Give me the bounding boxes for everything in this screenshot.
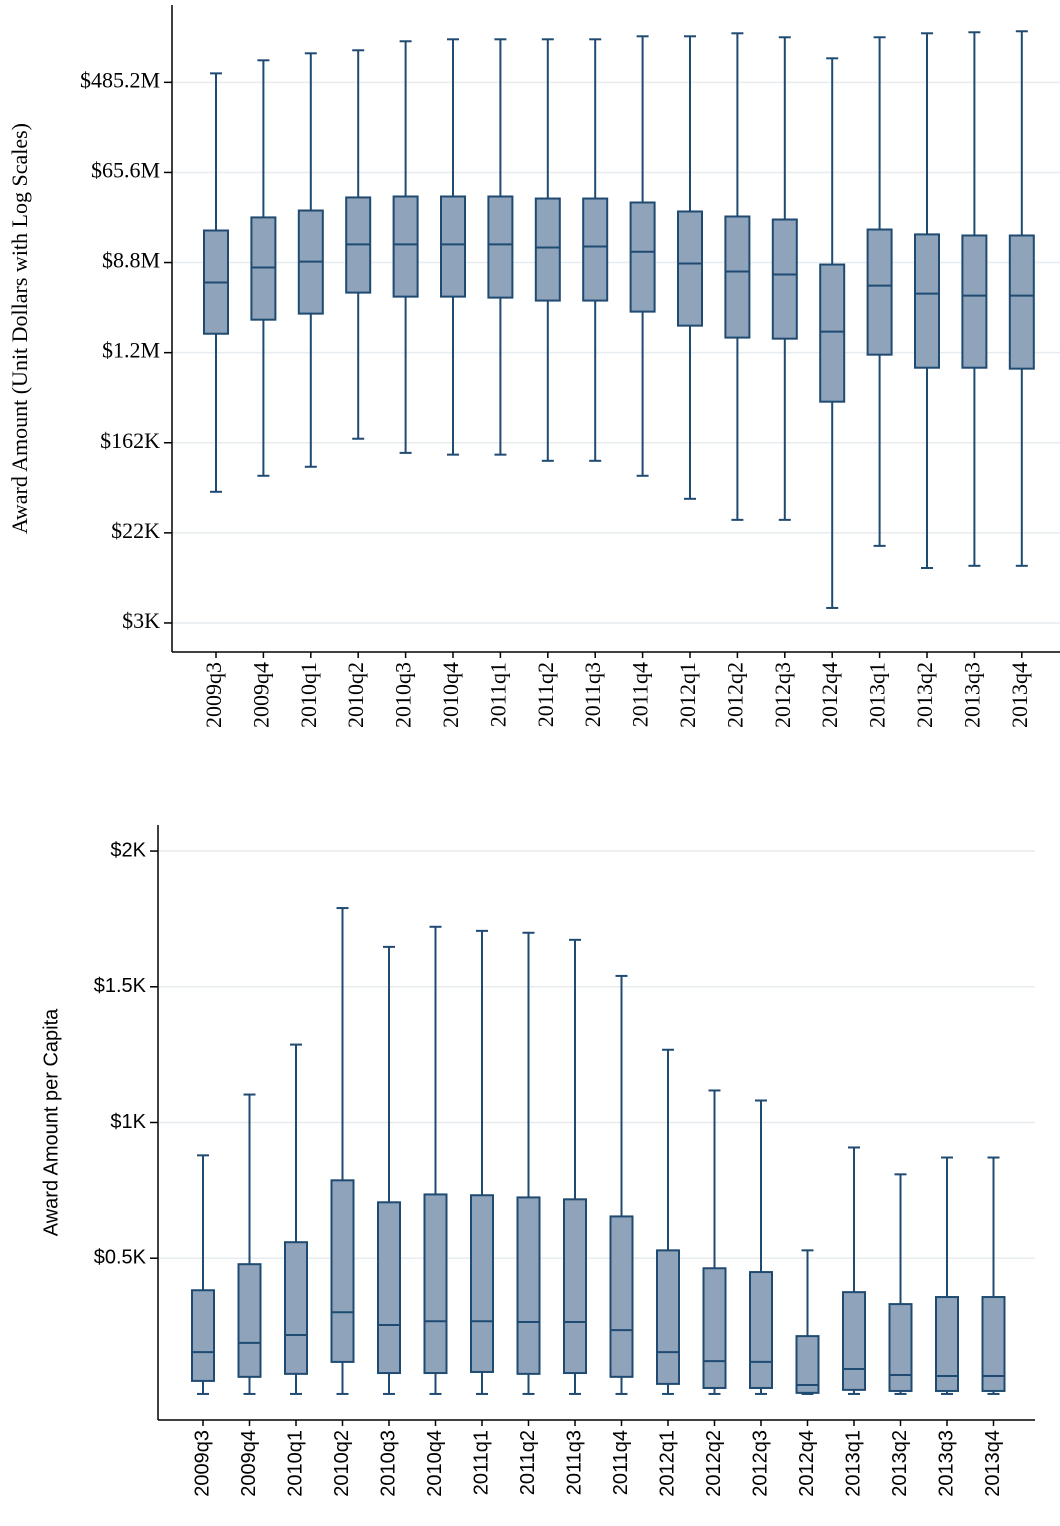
x-tick-label: 2013q2 (889, 1430, 911, 1497)
y-axis-label: Award Amount (Unit Dollars with Log Scal… (7, 123, 32, 534)
y-tick-label: $1K (110, 1111, 146, 1133)
box (534, 197, 561, 302)
box (237, 1263, 262, 1378)
y-tick-label: $8.8M (102, 248, 160, 273)
box (749, 1271, 773, 1389)
y-tick-label: $65.6M (91, 157, 160, 182)
x-tick-label: 2013q3 (959, 662, 984, 728)
x-tick-label: 2011q3 (580, 662, 605, 727)
x-tick-label: 2012q2 (703, 1430, 725, 1497)
x-tick-label: 2011q2 (533, 662, 558, 727)
box (582, 197, 609, 302)
y-tick-label: $485.2M (80, 67, 160, 92)
box (1008, 234, 1035, 370)
x-tick-label: 2011q2 (517, 1430, 539, 1495)
x-tick-label: 2010q2 (343, 662, 368, 728)
box (250, 216, 277, 321)
box (629, 201, 656, 313)
x-tick-label: 2012q3 (770, 662, 795, 728)
x-tick-label: 2012q1 (675, 662, 700, 728)
x-tick-label: 2011q3 (563, 1430, 585, 1495)
x-tick-label: 2013q4 (982, 1430, 1004, 1497)
x-tick-label: 2010q3 (391, 662, 416, 728)
y-axis-label: Award Amount per Capita (40, 1008, 62, 1236)
x-tick-label: 2011q1 (485, 662, 510, 727)
x-tick-label: 2013q3 (935, 1430, 957, 1497)
box (819, 263, 846, 403)
box (961, 234, 988, 369)
x-tick-label: 2010q4 (438, 662, 463, 728)
box (771, 218, 798, 340)
x-tick-label: 2009q4 (238, 1430, 260, 1497)
x-tick-label: 2011q4 (610, 1430, 632, 1495)
chart-top: $3K $22K $162K $1.2M $8.8M $65.6M $485.2M Award… (7, 5, 1060, 728)
box (563, 1198, 587, 1375)
box (866, 228, 893, 356)
x-tick-label: 2013q1 (842, 1430, 864, 1497)
x-tick-label: 2010q2 (331, 1430, 353, 1497)
box (516, 1196, 541, 1375)
box (656, 1249, 680, 1385)
box (914, 233, 940, 369)
box (377, 1201, 401, 1375)
y-tick-label: $1.2M (102, 338, 160, 363)
x-tick-label: 2011q1 (470, 1430, 492, 1495)
box (795, 1335, 820, 1394)
chart-bottom: $0.5K $1K $1.5K $2K Award Amount per Capita 2… (40, 825, 1035, 1497)
y-tick-label: $0.5K (94, 1247, 147, 1269)
y-tick-label: $3K (122, 608, 160, 633)
x-tick-label: 2013q1 (865, 662, 890, 728)
box (609, 1215, 634, 1378)
box (470, 1194, 494, 1373)
x-tick-label: 2010q1 (296, 662, 321, 728)
box (330, 1179, 355, 1363)
box (724, 215, 751, 339)
box (487, 195, 514, 299)
x-tick-label: 2012q3 (749, 1430, 771, 1497)
box (423, 1193, 448, 1375)
y-tick-label: $162K (100, 428, 160, 453)
box (677, 210, 703, 327)
x-tick-label: 2010q4 (424, 1430, 446, 1497)
box (191, 1289, 215, 1382)
box (702, 1267, 727, 1389)
x-tick-label: 2011q4 (628, 662, 653, 727)
box (440, 195, 466, 298)
x-tick-label: 2010q1 (284, 1430, 306, 1497)
box (842, 1291, 866, 1391)
x-tick-label: 2009q3 (201, 662, 226, 728)
box (935, 1296, 959, 1392)
y-tick-label: $22K (111, 518, 160, 543)
y-tick-label: $2K (110, 839, 146, 861)
x-tick-label: 2012q1 (656, 1430, 678, 1497)
x-tick-label: 2012q4 (796, 1430, 818, 1497)
x-tick-label: 2010q3 (377, 1430, 399, 1497)
box (888, 1303, 913, 1392)
y-tick-label: $1.5K (94, 975, 147, 997)
x-tick-label: 2012q4 (817, 662, 842, 728)
box (284, 1241, 308, 1375)
x-tick-label: 2012q2 (722, 662, 747, 728)
box (981, 1296, 1006, 1392)
x-tick-label: 2013q2 (912, 662, 937, 728)
x-tick-label: 2009q4 (248, 662, 273, 728)
x-tick-label: 2013q4 (1007, 662, 1032, 728)
box (392, 195, 419, 298)
x-tick-label: 2009q3 (191, 1430, 213, 1497)
